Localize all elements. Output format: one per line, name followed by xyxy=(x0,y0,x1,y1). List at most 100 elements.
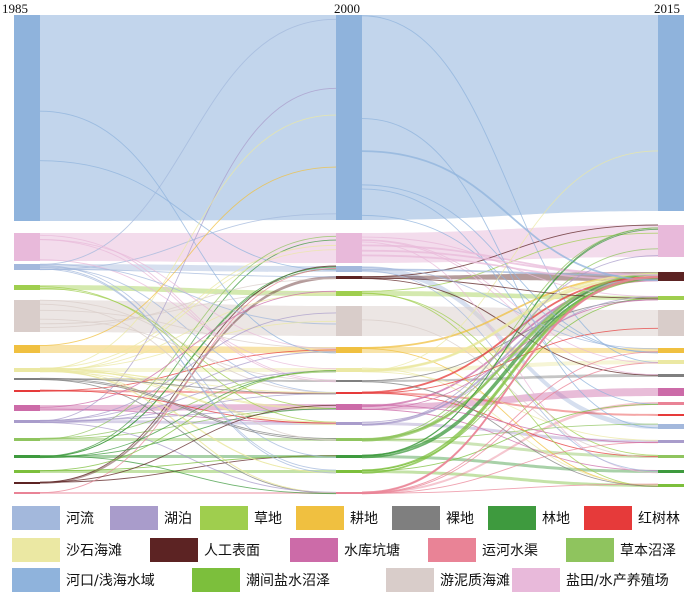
flow-line xyxy=(39,278,337,328)
flow-line xyxy=(361,224,659,278)
node-bar xyxy=(658,225,684,257)
legend-swatch xyxy=(12,568,60,592)
node-bar xyxy=(658,424,684,429)
legend-swatch xyxy=(386,568,434,592)
node-bar xyxy=(14,420,40,423)
flow-line xyxy=(39,377,337,439)
node-bar xyxy=(336,392,362,394)
node-bar xyxy=(658,272,684,281)
flow-line xyxy=(361,403,659,472)
node-bar xyxy=(14,345,40,353)
legend-label: 红树林 xyxy=(638,511,680,527)
flow-band xyxy=(362,15,658,220)
flow-line xyxy=(39,455,337,472)
flow-line xyxy=(39,234,337,381)
flow-line xyxy=(39,299,337,394)
flow-line xyxy=(361,276,659,494)
legend-swatch xyxy=(296,506,344,530)
flow-line xyxy=(39,369,337,410)
node-bar xyxy=(14,368,40,372)
flow-line xyxy=(39,290,337,408)
legend-swatch xyxy=(566,538,614,562)
node-bar xyxy=(336,291,362,296)
legend-label: 耕地 xyxy=(350,511,378,527)
flow-band xyxy=(40,438,336,441)
flow-line xyxy=(361,150,659,372)
legend-item: 耕地 xyxy=(296,504,378,532)
legend-swatch xyxy=(200,506,248,530)
node-bar xyxy=(658,374,684,377)
flow-line xyxy=(39,389,337,424)
flow-line xyxy=(39,309,337,349)
node-bar xyxy=(14,378,40,380)
legend-item: 湖泊 xyxy=(110,504,192,532)
flow-line xyxy=(39,404,337,483)
flow-line xyxy=(361,299,659,410)
flow-line xyxy=(39,318,337,382)
legend-item: 水库坑塘 xyxy=(290,536,400,564)
node-bar xyxy=(14,300,40,332)
flow-line xyxy=(39,408,337,458)
flow-line xyxy=(39,263,337,325)
legend-label: 人工表面 xyxy=(204,543,260,559)
flow-line xyxy=(39,455,337,495)
flow-line xyxy=(39,114,337,370)
legend-item: 裸地 xyxy=(392,504,474,532)
flow-band xyxy=(362,392,658,416)
legend-item: 人工表面 xyxy=(150,536,260,564)
flow-line xyxy=(361,381,659,487)
flow-band xyxy=(362,266,658,429)
node-bar xyxy=(336,380,362,382)
legend-swatch xyxy=(110,506,158,530)
flow-line xyxy=(361,371,659,441)
legend-item: 运河水渠 xyxy=(428,536,538,564)
flow-line xyxy=(39,268,337,494)
legend-item: 河流 xyxy=(12,504,94,532)
legend-item: 林地 xyxy=(488,504,570,532)
node-bar xyxy=(658,15,684,211)
node-bar xyxy=(658,296,684,300)
sankey-diagram: 1985 2000 2015 xyxy=(2,1,684,495)
node-bar xyxy=(658,414,684,416)
flow-line xyxy=(361,296,659,423)
legend-swatch xyxy=(150,538,198,562)
flow-band xyxy=(40,420,336,425)
legend-item: 河口/浅海水域 xyxy=(12,566,155,594)
node-bar xyxy=(14,438,40,441)
flow-line xyxy=(361,327,659,394)
flow-line xyxy=(39,379,337,494)
flow-line xyxy=(39,249,337,373)
flow-line xyxy=(361,267,659,350)
flow-line xyxy=(361,118,659,429)
node-bar xyxy=(336,233,362,263)
year-label-2000: 2000 xyxy=(334,1,360,16)
flow-line xyxy=(39,287,337,409)
flow-line xyxy=(361,150,659,282)
legend-item: 草地 xyxy=(200,504,282,532)
flow-line xyxy=(361,319,659,459)
node-bar xyxy=(336,438,362,441)
flow-band xyxy=(40,233,336,263)
legend-item: 红树林 xyxy=(584,504,680,532)
legend-label: 河口/浅海水域 xyxy=(66,573,155,589)
flow-line xyxy=(361,483,659,494)
node-bar xyxy=(14,482,40,484)
legend-label: 河流 xyxy=(66,511,94,527)
node-bar xyxy=(336,422,362,425)
legend-swatch xyxy=(192,568,240,592)
flow-line xyxy=(361,367,659,486)
legend: 河流 湖泊 草地 耕地 裸地 林地 红树林 沙石海滩 人工表面 水库坑塘 运河水渠 草本沼泽 河口/浅海… xyxy=(0,500,700,596)
legend-swatch xyxy=(12,538,60,562)
flow-band xyxy=(40,390,336,394)
flow-line xyxy=(361,188,659,405)
node-bar xyxy=(336,470,362,473)
flow-band xyxy=(362,455,658,473)
flow-line xyxy=(361,236,659,297)
node-bar xyxy=(658,470,684,473)
legend-item: 草本沼泽 xyxy=(566,536,676,564)
year-label-1985: 1985 xyxy=(2,1,28,16)
flow-line xyxy=(39,370,337,474)
node-bar xyxy=(336,404,362,410)
flow-line xyxy=(361,404,659,444)
node-bar xyxy=(14,233,40,261)
